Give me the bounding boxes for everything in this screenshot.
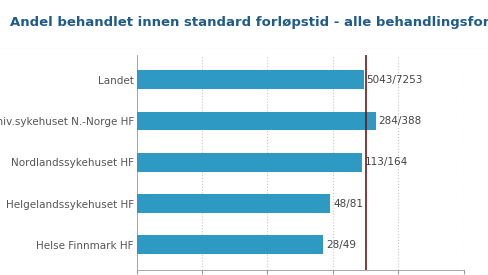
Bar — [137, 235, 324, 254]
Text: 48/81: 48/81 — [333, 199, 363, 208]
Text: 113/164: 113/164 — [365, 157, 408, 167]
Text: 284/388: 284/388 — [379, 116, 422, 126]
Text: 5043/7253: 5043/7253 — [366, 75, 423, 85]
Bar — [137, 70, 364, 89]
Bar — [137, 112, 376, 130]
Bar — [137, 194, 330, 213]
Text: Andel behandlet innen standard forløpstid - alle behandlingsformer: Andel behandlet innen standard forløpsti… — [10, 16, 488, 29]
Bar — [137, 153, 362, 172]
Text: 28/49: 28/49 — [326, 240, 356, 250]
